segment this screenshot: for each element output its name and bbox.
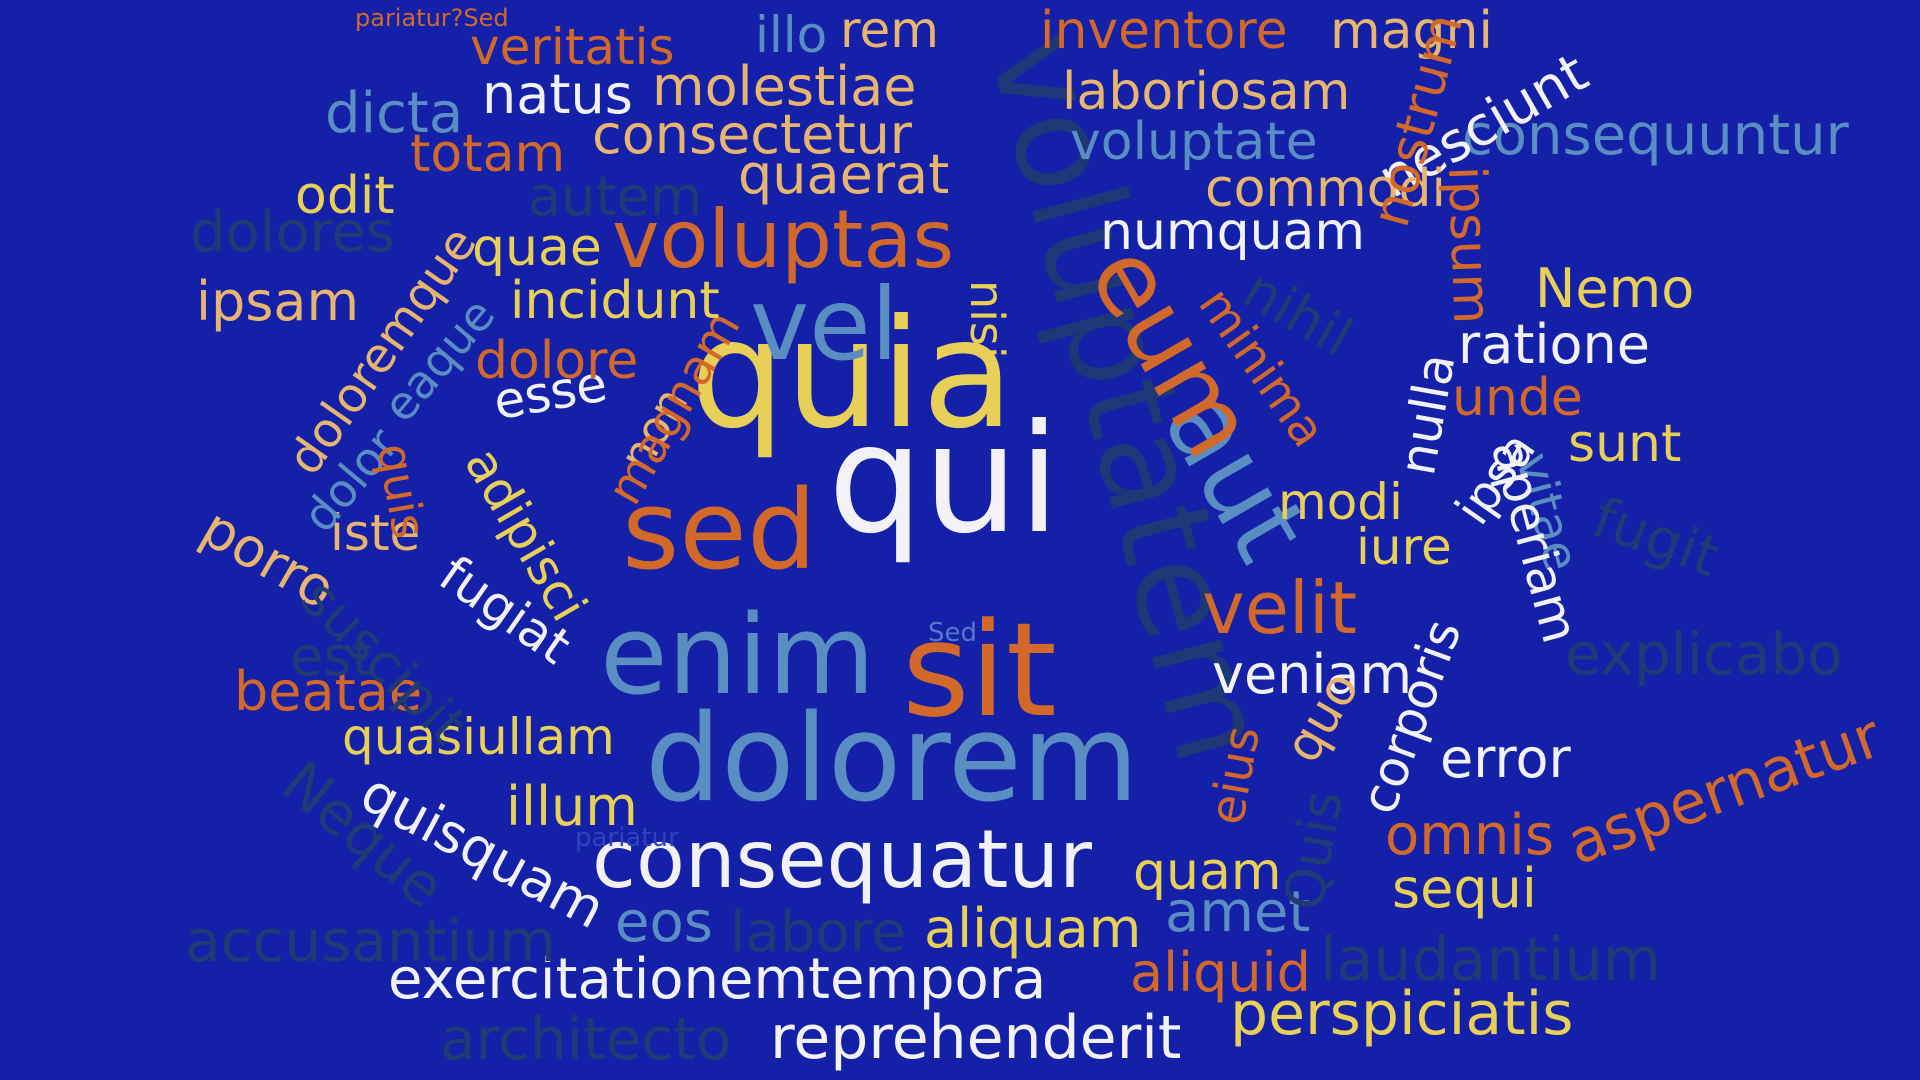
word: commodi xyxy=(1205,159,1446,219)
word: amet xyxy=(1165,880,1311,945)
word: aliquam xyxy=(924,897,1142,960)
word: labore xyxy=(730,900,906,965)
word: fugit xyxy=(1584,485,1728,591)
word: dolores xyxy=(190,200,396,265)
word: eius xyxy=(1198,722,1272,829)
word: quasiullam xyxy=(342,708,615,766)
word: est xyxy=(290,625,373,688)
word: consequuntur xyxy=(1462,103,1849,168)
word: beatae xyxy=(234,660,423,723)
word: Quis xyxy=(1271,785,1355,915)
word: qui xyxy=(828,393,1060,567)
word: reprehenderit xyxy=(770,1003,1182,1073)
word: illo xyxy=(755,6,828,64)
word: pariatur?Sed xyxy=(355,4,509,32)
word: ratione xyxy=(1458,313,1650,376)
word: enim xyxy=(600,591,876,719)
word: magni xyxy=(1330,1,1493,61)
word: laudantium xyxy=(1320,925,1662,995)
word: laboriosam xyxy=(1062,62,1351,122)
word: veniam xyxy=(1212,643,1413,706)
word: nulla xyxy=(1388,349,1467,480)
word: sunt xyxy=(1568,414,1682,474)
word: iure xyxy=(1356,518,1452,576)
word: iste xyxy=(330,504,421,562)
word: veritatis xyxy=(470,18,675,76)
word: quae xyxy=(472,218,602,278)
word: quia xyxy=(690,288,1014,462)
word: eos xyxy=(615,890,713,955)
word: voluptas xyxy=(612,193,955,286)
word: unde xyxy=(1452,368,1583,428)
word: ipsam xyxy=(196,270,360,333)
word: velit xyxy=(1202,566,1358,650)
word: dicta xyxy=(325,81,464,146)
word: totam xyxy=(410,124,566,184)
word: quam xyxy=(1133,842,1282,902)
word: molestiae xyxy=(652,55,917,118)
word: perspiciatis xyxy=(1230,979,1574,1049)
word: error xyxy=(1440,727,1571,790)
word: explicabo xyxy=(1565,620,1843,688)
word: omnis xyxy=(1385,803,1555,868)
word: quis xyxy=(366,439,437,543)
word: vel xyxy=(750,266,899,383)
word: dolorem xyxy=(645,690,1139,829)
word: architecto xyxy=(440,1005,732,1073)
word: nisi xyxy=(960,280,1014,359)
word: aliquid xyxy=(1130,941,1311,1004)
word: sit xyxy=(902,594,1057,746)
word: incidunt xyxy=(510,271,720,331)
word: odit xyxy=(295,166,395,226)
word: accusantium xyxy=(185,907,556,975)
word: inventore xyxy=(1040,1,1288,61)
word: voluptate xyxy=(1070,112,1318,172)
word: aspernatur xyxy=(1558,701,1891,880)
word: modi xyxy=(1278,473,1403,531)
word: consequatur xyxy=(592,813,1092,906)
word: illum xyxy=(506,775,638,838)
word: dolore xyxy=(475,331,639,391)
word: rem xyxy=(840,1,939,59)
word: pariatur xyxy=(575,823,679,853)
word: quaerat xyxy=(738,143,950,206)
word: sed xyxy=(622,466,817,594)
word: consectetur xyxy=(592,103,912,166)
word: sequi xyxy=(1392,857,1537,920)
word: exercitationemtempora xyxy=(388,947,1047,1012)
word: autem xyxy=(528,165,703,228)
word: ipsum xyxy=(1436,164,1502,326)
word: numquam xyxy=(1100,202,1366,262)
word: Sed xyxy=(928,618,978,648)
word: natus xyxy=(482,63,633,126)
word: Nemo xyxy=(1535,257,1695,320)
